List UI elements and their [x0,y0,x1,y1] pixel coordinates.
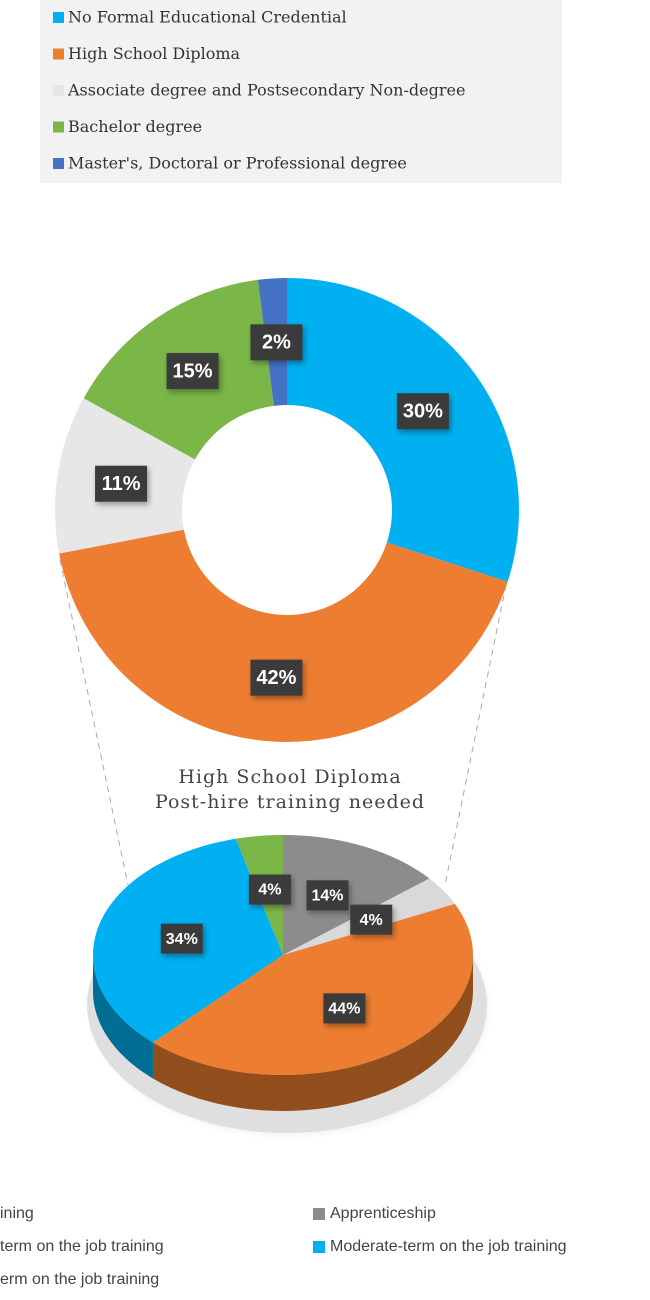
legend-label: Master's, Doctoral or Professional degre… [68,154,407,173]
legend-swatch [313,1241,325,1253]
data-label: 11% [102,473,141,495]
pie-side [152,955,474,1111]
data-label: 44% [328,1001,360,1018]
pie-subtitle: Post-hire training needed [155,791,425,813]
legend-swatch [53,48,64,60]
data-label: 42% [256,667,296,689]
label-box [95,465,148,502]
legend-swatch [53,12,64,23]
label-box [160,923,203,954]
legend-swatch [53,85,64,96]
label-box [248,874,291,905]
legend-swatch [53,158,64,169]
pie-side [93,955,153,1079]
donut-slice [59,529,508,742]
label-box [323,993,366,1024]
legend-label: No Formal Educational Credential [68,8,347,27]
data-label: 4% [258,882,281,899]
data-label: 4% [360,912,383,929]
label-box [396,393,449,430]
legend-label: Moderate-term on the job training [330,1238,567,1255]
data-label: 14% [311,888,343,905]
pie-slice [283,835,430,955]
label-box [250,324,303,361]
legend-swatch [313,1208,325,1220]
connector [444,584,507,886]
label-box [166,353,219,390]
pie-slice [152,903,473,1075]
label-box [306,880,349,911]
legend-box [40,0,562,183]
label-box [350,904,393,935]
legend-label: term on the job training [0,1238,164,1255]
legend-label: erm on the job training [0,1271,159,1288]
data-label: 15% [173,360,213,382]
legend-label: Apprenticeship [330,1205,436,1222]
legend-label: ining [0,1205,34,1222]
legend-swatch [53,121,64,133]
connector [59,559,129,886]
data-label: 34% [166,931,198,948]
legend-label: Bachelor degree [68,117,202,136]
legend-label: Associate degree and Postsecondary Non-d… [67,81,465,100]
donut-slice [287,278,519,582]
data-label: 2% [262,332,291,354]
pie-title: High School Diploma [178,766,401,788]
data-label: 30% [403,401,443,423]
label-box [250,659,303,696]
legend-label: High School Diploma [68,44,241,63]
